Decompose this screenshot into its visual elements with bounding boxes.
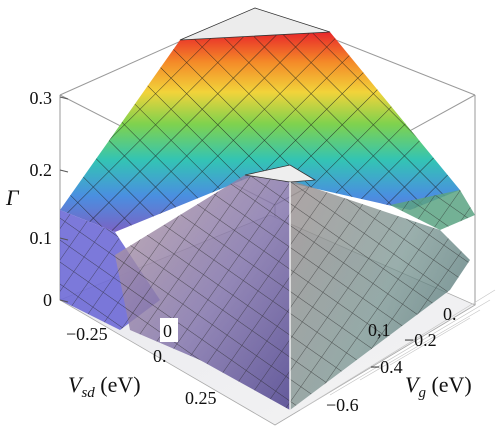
x-axis-label-sub: sd bbox=[81, 385, 95, 401]
z-tick-label: 0.1 bbox=[30, 228, 53, 248]
x-axis-label-main: V bbox=[68, 372, 84, 397]
x-tick-label: 0 bbox=[163, 321, 172, 341]
y-tick-label: 0,1 bbox=[368, 320, 391, 340]
x-axis: −0.25 0 0. 0.25 Vsd (eV) bbox=[66, 318, 217, 408]
y-axis-label-main: V bbox=[405, 372, 421, 397]
z-tick-label: 0 bbox=[43, 290, 52, 310]
y-axis-label-unit: (eV) bbox=[426, 372, 472, 397]
x-tick-label: 0.25 bbox=[185, 388, 217, 408]
y-axis: 0. 0,1 −0.2 −0.4 −0.6 Vg (eV) bbox=[326, 304, 472, 415]
right-shelf-mesh bbox=[390, 190, 475, 230]
z-axis: 0 0.1 0.2 0.3 Γ bbox=[5, 88, 69, 310]
z-axis-label: Γ bbox=[5, 185, 20, 210]
y-tick-label: 0. bbox=[443, 304, 457, 324]
x-axis-label: Vsd (eV) bbox=[68, 372, 141, 401]
y-axis-label-sub: g bbox=[418, 385, 426, 401]
y-tick-label: −0.2 bbox=[404, 330, 437, 350]
z-tick-label: 0.2 bbox=[30, 160, 53, 180]
z-tick-label: 0.3 bbox=[30, 88, 53, 108]
front-peak-cap bbox=[244, 164, 317, 183]
y-tick-label: −0.4 bbox=[370, 357, 403, 377]
x-tick-background bbox=[160, 318, 178, 342]
x-tick-label: 0. bbox=[153, 346, 167, 366]
front-surface-left-mesh bbox=[115, 175, 290, 410]
y-tick-label: −0.6 bbox=[326, 395, 359, 415]
floor-grid bbox=[299, 289, 496, 411]
x-axis-label-unit: (eV) bbox=[95, 372, 141, 397]
front-surface-right-mesh bbox=[290, 180, 470, 410]
rear-surface-mesh bbox=[60, 32, 460, 232]
y-axis-label: Vg (eV) bbox=[405, 372, 472, 401]
x-tick-label: −0.25 bbox=[66, 324, 108, 344]
rear-peak-cap bbox=[179, 7, 331, 41]
